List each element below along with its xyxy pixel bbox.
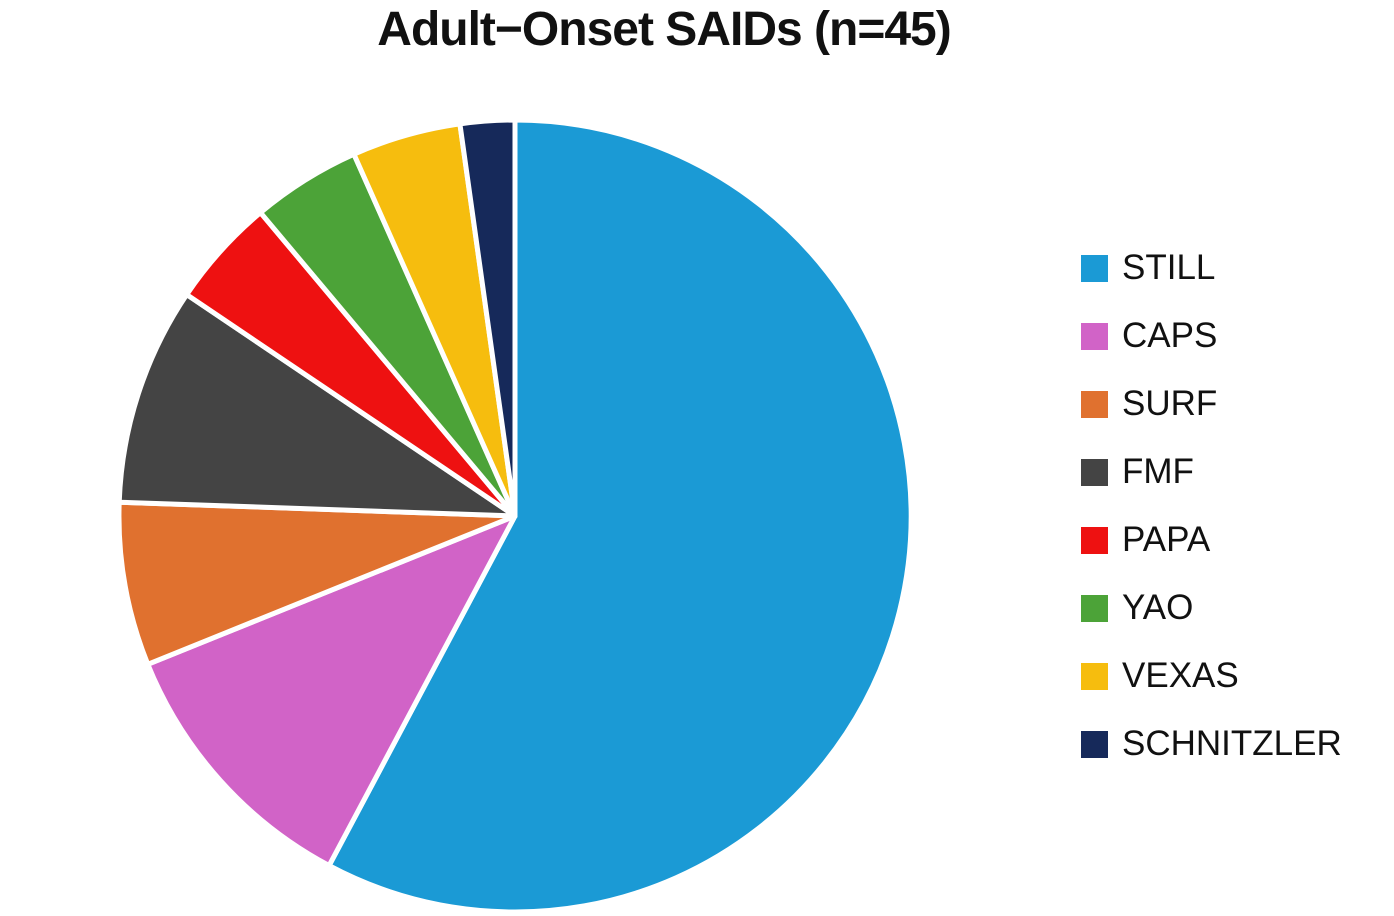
legend-swatch [1081, 662, 1108, 690]
legend-swatch [1081, 594, 1108, 622]
legend-swatch [1081, 458, 1108, 486]
legend-swatch [1081, 390, 1108, 418]
legend-label: YAO [1122, 588, 1194, 627]
legend-item: SCHNITZLER [1081, 710, 1342, 778]
legend-label: VEXAS [1122, 656, 1239, 695]
legend-label: STILL [1122, 248, 1216, 287]
pie-slice-surf [116, 499, 518, 667]
legend-swatch [1081, 526, 1108, 554]
chart-title: Adult−Onset SAIDs (n=45) [377, 3, 951, 56]
legend-label: FMF [1122, 452, 1194, 491]
pie-slice-still [326, 117, 914, 915]
pie-slice-fmf [116, 292, 518, 519]
legend-item: FMF [1081, 438, 1342, 506]
legend-swatch [1081, 254, 1108, 282]
legend-item: CAPS [1081, 302, 1342, 370]
legend-swatch [1081, 730, 1108, 758]
legend-label: SCHNITZLER [1122, 724, 1342, 763]
legend-label: SURF [1122, 384, 1218, 423]
legend-item: SURF [1081, 370, 1342, 438]
legend: STILL CAPS SURF FMF PAPA YAO VEXAS SCHNI… [1081, 234, 1342, 778]
legend-item: STILL [1081, 234, 1342, 302]
legend-label: PAPA [1122, 520, 1211, 559]
legend-item: VEXAS [1081, 642, 1342, 710]
legend-swatch [1081, 322, 1108, 350]
legend-item: YAO [1081, 574, 1342, 642]
legend-label: CAPS [1122, 316, 1218, 355]
legend-item: PAPA [1081, 506, 1342, 574]
pie-slice-caps [145, 513, 518, 869]
pie-slice-schnitzler [457, 117, 518, 519]
